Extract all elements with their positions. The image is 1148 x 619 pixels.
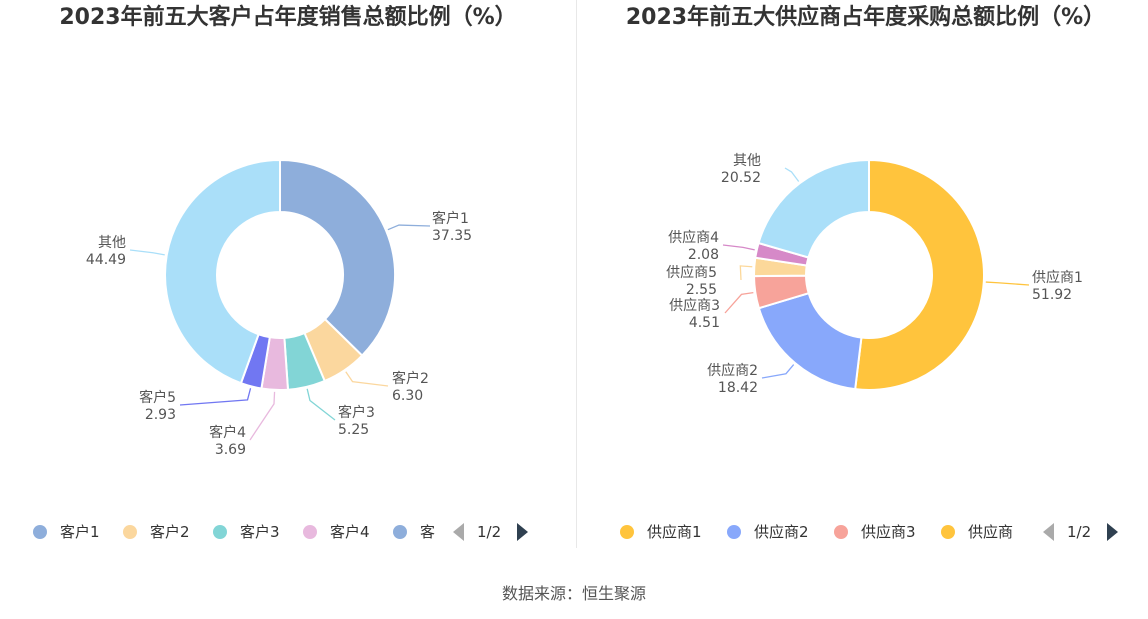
leader-line [724, 291, 754, 314]
legend-label: 供应商 [968, 523, 1013, 541]
slice-label-value: 2.55 [686, 282, 717, 298]
legend-marker [33, 525, 47, 539]
legend-marker [620, 525, 634, 539]
legend-item[interactable]: 客 [393, 523, 435, 541]
legend-marker [303, 525, 317, 539]
donut-slice-e4be9be5ba94e595862[interactable] [757, 291, 863, 391]
legend-marker [727, 525, 741, 539]
legend-marker [123, 525, 137, 539]
supplier-chart-panel: 供应商1 51.92 供应商2 18.42 供应商3 4.51 供应商5 2.55 供应商4 2.… [577, 0, 1148, 555]
legend-label: 客户4 [330, 523, 370, 541]
leader-line [179, 388, 252, 406]
legend-marker [213, 525, 227, 539]
slice-label-name: 客户3 [338, 404, 375, 421]
legend-label: 客户3 [240, 523, 280, 541]
legend-label: 供应商2 [754, 523, 809, 541]
slice-label-name: 其他 [98, 235, 126, 251]
slice-label-value: 18.42 [718, 380, 758, 396]
legend-item[interactable]: 客户2 [123, 523, 190, 541]
legend-label: 供应商3 [861, 523, 916, 541]
slice-label-value: 6.30 [392, 388, 423, 404]
leader-line [739, 265, 753, 281]
slice-label-name: 供应商4 [668, 229, 719, 246]
customer-donut-chart: 客户137.35客户26.30客户35.25客户43.69客户52.93其他44… [33, 158, 528, 541]
donut-slice-e4be9be5ba94e595861[interactable] [854, 158, 985, 391]
slice-label-name: 其他 [733, 153, 761, 169]
panel-divider [576, 0, 577, 548]
leader-line [249, 391, 276, 441]
slice-label-value: 4.51 [689, 315, 720, 331]
slice-label-name: 客户2 [392, 370, 429, 387]
slice-label-value: 44.49 [86, 252, 126, 268]
legend-marker [393, 525, 407, 539]
customer-chart-panel: 客户1 37.35 客户2 6.30 客户3 5.25 客户4 3.69 客户5 2.93 其他 44… [0, 0, 576, 555]
legend-marker [834, 525, 848, 539]
leader-line [784, 167, 800, 182]
slice-label-value: 3.69 [215, 442, 246, 458]
slice-label-value: 2.08 [688, 247, 719, 263]
legend-label: 客户2 [150, 523, 190, 541]
leader-line [761, 364, 795, 379]
supplier-donut-chart: 供应商151.92供应商218.42供应商34.51供应商52.55供应商42.… [620, 153, 1118, 541]
donut-slice-e5aea2e688b71[interactable] [279, 158, 396, 357]
legend-page-indicator: 1/2 [1067, 523, 1091, 541]
legend-label: 供应商1 [647, 523, 702, 541]
leader-line [722, 244, 755, 251]
chart-legend: 客户1 客户2 客户3 客户4 客 1/2 [33, 523, 528, 541]
leader-line [387, 224, 431, 231]
data-source-note: 数据来源：恒生聚源 [501, 584, 646, 603]
supplier-chart-title: 2023年前五大供应商占年度采购总额比例（%） [625, 5, 1106, 30]
donut-slice-e585b6e4bb96[interactable] [164, 158, 281, 385]
slice-label-name: 供应商5 [666, 264, 717, 281]
customer-chart-title: 2023年前五大客户占年度销售总额比例（%） [59, 5, 517, 30]
slice-label-value: 2.93 [145, 407, 176, 423]
legend-marker [941, 525, 955, 539]
slice-label-value: 20.52 [721, 170, 761, 186]
legend-item[interactable]: 供应商3 [834, 523, 916, 541]
slice-label-value: 5.25 [338, 422, 369, 438]
legend-item[interactable]: 客户3 [213, 523, 280, 541]
legend-page-indicator: 1/2 [477, 523, 501, 541]
chart-legend: 供应商1 供应商2 供应商3 供应商 1/2 [620, 523, 1118, 541]
legend-prev-page-icon[interactable] [1043, 523, 1054, 541]
slice-label-name: 供应商2 [707, 362, 758, 379]
slice-label-value: 51.92 [1032, 287, 1072, 303]
legend-item[interactable]: 供应商1 [620, 523, 702, 541]
legend-item[interactable]: 客户1 [33, 523, 100, 541]
legend-prev-page-icon[interactable] [453, 523, 464, 541]
slice-label-name: 客户5 [139, 389, 176, 406]
legend-next-page-icon[interactable] [517, 523, 528, 541]
leader-line [306, 388, 336, 421]
slice-label-name: 供应商3 [669, 297, 720, 314]
legend-item[interactable]: 供应商2 [727, 523, 809, 541]
slice-label-name: 客户1 [432, 210, 469, 227]
slice-label-name: 供应商1 [1032, 269, 1083, 286]
slice-label-name: 客户4 [209, 424, 246, 441]
legend-label: 客 [420, 523, 435, 541]
legend-label: 客户1 [60, 523, 100, 541]
legend-next-page-icon[interactable] [1107, 523, 1118, 541]
leader-line [345, 371, 389, 387]
leader-line [129, 249, 165, 256]
legend-item[interactable]: 供应商 [941, 523, 1013, 541]
donut-slice-e585b6e4bb96[interactable] [757, 158, 870, 259]
leader-line [985, 281, 1030, 286]
legend-item[interactable]: 客户4 [303, 523, 370, 541]
slice-label-value: 37.35 [432, 228, 472, 244]
